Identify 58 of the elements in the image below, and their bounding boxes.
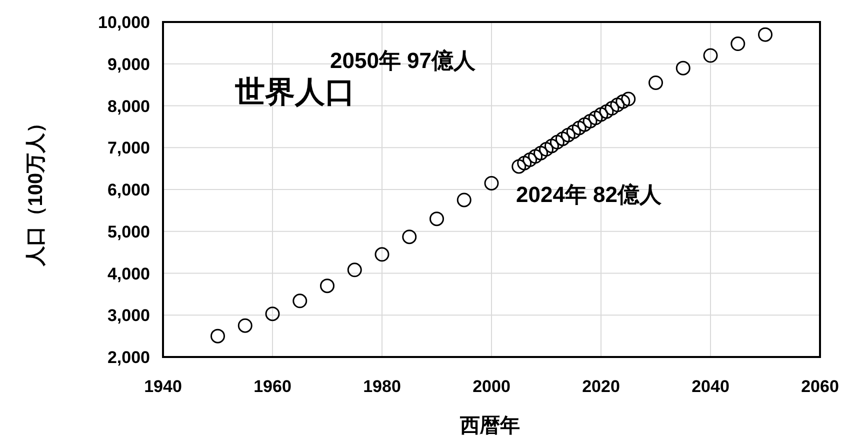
annotation: 2024年 82億人 xyxy=(516,182,663,207)
point xyxy=(621,92,636,106)
x-tick-label: 2040 xyxy=(692,377,730,396)
point xyxy=(676,60,690,76)
point xyxy=(534,146,548,160)
point xyxy=(265,306,280,322)
point xyxy=(599,104,614,119)
point xyxy=(604,101,620,116)
point xyxy=(210,328,225,344)
point xyxy=(616,94,630,109)
text: 世界人口 xyxy=(234,76,355,109)
y-tick-label: 6,000 xyxy=(107,180,150,200)
x-axis-title: 西暦年 xyxy=(459,415,520,437)
point xyxy=(347,262,362,278)
y-tick-label: 8,000 xyxy=(107,96,150,116)
y-tick-label: 7,000 xyxy=(107,138,150,158)
point xyxy=(594,107,608,122)
point xyxy=(588,110,603,126)
annotation: 2050年 97億人 xyxy=(330,48,477,73)
y-tick-label: 5,000 xyxy=(107,222,150,242)
point xyxy=(484,176,499,190)
x-tick-label: 1940 xyxy=(144,377,182,396)
point xyxy=(320,278,334,294)
point xyxy=(730,36,746,52)
y-tick-label: 2,000 xyxy=(107,348,150,367)
x-tick-label: 2020 xyxy=(582,377,620,396)
point xyxy=(703,48,718,63)
point xyxy=(430,212,444,226)
point xyxy=(456,192,472,208)
point xyxy=(560,128,576,142)
point xyxy=(374,247,390,262)
point xyxy=(292,294,308,308)
point xyxy=(577,117,592,132)
point xyxy=(572,120,586,136)
x-tick-label: 1980 xyxy=(363,377,401,396)
point xyxy=(528,149,543,164)
point xyxy=(758,27,772,42)
point xyxy=(517,156,532,170)
point xyxy=(238,318,252,333)
y-axis-title: 人口（100万人） xyxy=(25,112,47,268)
point xyxy=(566,124,581,139)
point xyxy=(550,134,564,150)
x-tick-label: 2000 xyxy=(472,377,510,396)
point xyxy=(402,230,417,244)
x-tick-label: 1960 xyxy=(254,377,292,396)
point xyxy=(648,75,663,90)
point xyxy=(555,132,570,146)
point xyxy=(610,98,625,112)
point xyxy=(544,138,559,154)
x-tick-label: 2060 xyxy=(801,377,839,396)
point xyxy=(582,114,598,128)
y-tick-label: 4,000 xyxy=(107,264,150,284)
y-tick-label: 10,000 xyxy=(98,13,150,32)
point xyxy=(539,142,554,157)
point xyxy=(512,159,526,174)
y-tick-label: 9,000 xyxy=(107,54,150,74)
y-tick-label: 3,000 xyxy=(107,306,150,326)
point xyxy=(522,152,538,168)
